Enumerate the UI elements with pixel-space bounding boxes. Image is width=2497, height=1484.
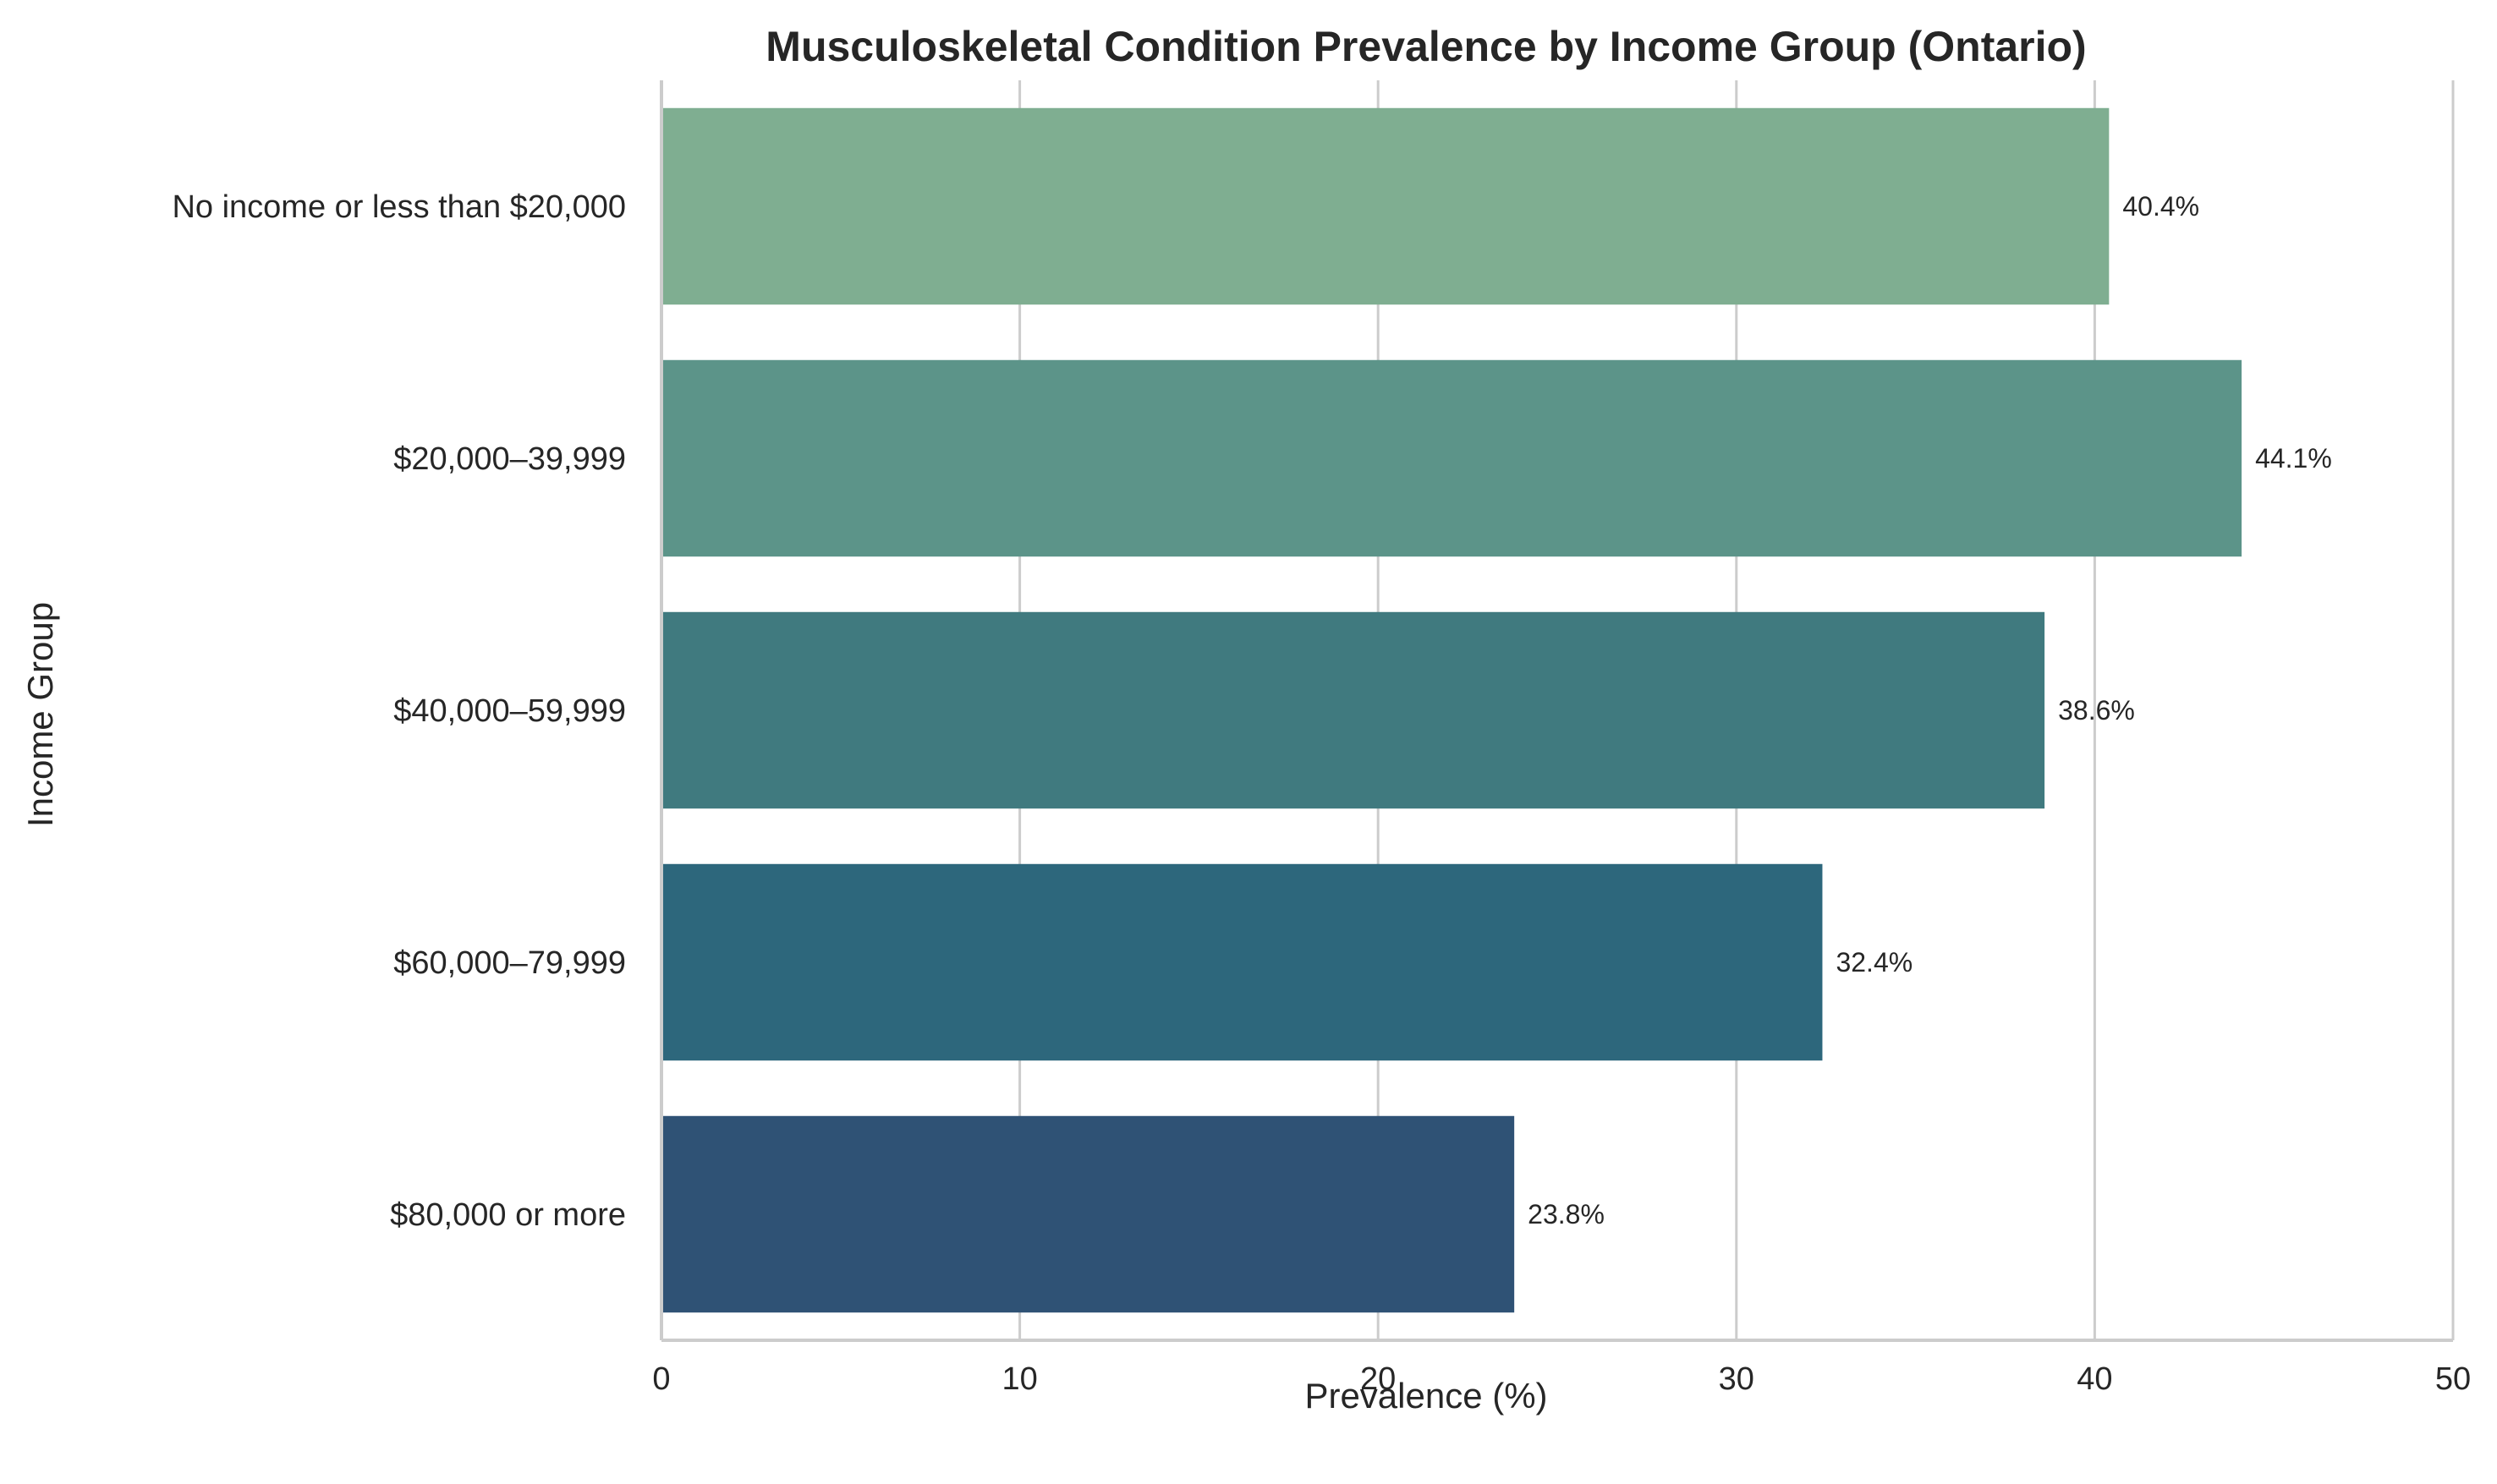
- x-axis-label: Prevalence (%): [1304, 1376, 1547, 1416]
- bar: [661, 863, 1823, 1061]
- data-label: 44.1%: [2255, 443, 2332, 474]
- data-label: 38.6%: [2058, 695, 2135, 726]
- y-tick-label: $80,000 or more: [390, 1197, 626, 1233]
- x-tick-label: 50: [2435, 1361, 2471, 1397]
- x-tick-label: 20: [1360, 1361, 1396, 1397]
- bar: [661, 359, 2242, 557]
- y-tick-label: $60,000–79,999: [393, 945, 626, 981]
- y-tick-labels: No income or less than $20,000 $20,000–39…: [172, 189, 626, 1233]
- bar: [661, 107, 2110, 305]
- bar: [661, 611, 2045, 809]
- x-tick-labels: 0 10 20 30 40 50: [652, 1361, 2471, 1397]
- y-tick-label: $20,000–39,999: [393, 441, 626, 477]
- y-tick-label: No income or less than $20,000: [172, 189, 626, 225]
- x-tick-label: 10: [1002, 1361, 1037, 1397]
- data-label: 23.8%: [1528, 1199, 1605, 1229]
- y-axis-label: Income Group: [20, 602, 60, 827]
- x-tick-label: 40: [2077, 1361, 2112, 1397]
- data-labels: 40.4% 44.1% 38.6% 32.4% 23.8%: [1528, 191, 2332, 1229]
- bar: [661, 1115, 1515, 1313]
- chart-title: Musculoskeletal Condition Prevalence by …: [766, 23, 2086, 70]
- x-tick-label: 0: [652, 1361, 670, 1397]
- data-label: 40.4%: [2122, 191, 2199, 222]
- bars: [661, 107, 2242, 1313]
- x-tick-label: 30: [1719, 1361, 1754, 1397]
- y-tick-label: $40,000–59,999: [393, 693, 626, 729]
- axes-spines: [660, 80, 2453, 1342]
- data-label: 32.4%: [1836, 947, 1913, 977]
